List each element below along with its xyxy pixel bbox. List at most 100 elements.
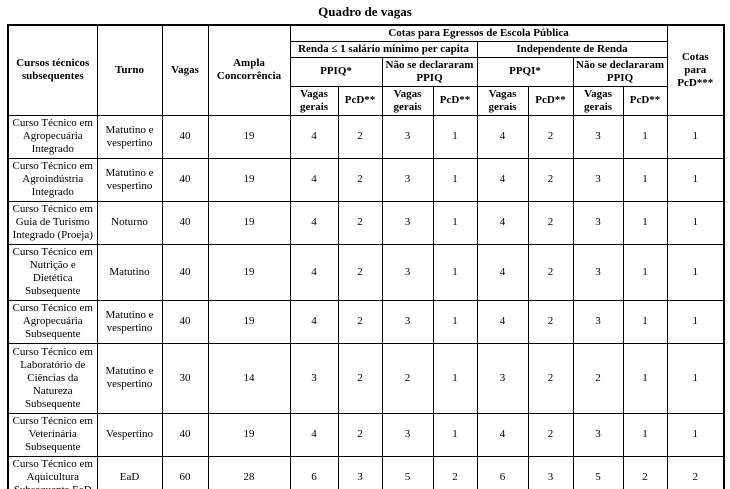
header-ampla-concorrencia: Ampla Concorrência <box>207 24 291 116</box>
cell-cotas-pcd: 1 <box>666 114 725 159</box>
header-nao-declararam-ppiq-1: Não se declararam PPIQ <box>381 56 478 87</box>
cell-value: 2 <box>527 157 574 202</box>
cell-course: Curso Técnico em Laboratório de Ciências… <box>7 342 98 414</box>
cell-value: 2 <box>337 157 383 202</box>
cell-course: Curso Técnico em Guia de Turismo Integra… <box>7 200 98 245</box>
cell-turno: Matutino e vespertino <box>96 114 163 159</box>
cell-value: 2 <box>381 342 434 414</box>
cell-value: 2 <box>337 200 383 245</box>
cell-value: 3 <box>381 200 434 245</box>
header-row-3: PPIQ* Não se declararam PPIQ PPQI* Não s… <box>8 56 724 87</box>
cell-turno: Matutino e vespertino <box>96 342 163 414</box>
cell-value: 4 <box>476 412 529 457</box>
cell-value: 1 <box>622 200 668 245</box>
header-cotas-egressos: Cotas para Egressos de Escola Pública <box>289 24 668 42</box>
cell-turno: Matutino e vespertino <box>96 299 163 344</box>
cell-value: 3 <box>572 157 624 202</box>
cell-value: 1 <box>622 342 668 414</box>
cell-course: Curso Técnico em Agropecuária Subsequent… <box>7 299 98 344</box>
cell-value: 3 <box>381 114 434 159</box>
cell-value: 4 <box>289 412 339 457</box>
cell-turno: Matutino e vespertino <box>96 157 163 202</box>
cell-turno: Noturno <box>96 200 163 245</box>
cell-value: 2 <box>337 412 383 457</box>
header-pcd-3: PcD** <box>527 85 574 116</box>
table-row: Curso Técnico em Agropecuária Integrado … <box>7 114 725 159</box>
cell-vagas: 40 <box>161 157 209 202</box>
cell-value: 4 <box>476 114 529 159</box>
cell-ampla: 14 <box>207 342 291 414</box>
cell-cotas-pcd: 2 <box>666 455 725 489</box>
cell-value: 4 <box>476 157 529 202</box>
header-courses: Cursos técnicos subsequentes <box>7 24 98 116</box>
cell-value: 4 <box>476 243 529 301</box>
cell-value: 6 <box>289 455 339 489</box>
cell-value: 3 <box>476 342 529 414</box>
cell-value: 3 <box>381 299 434 344</box>
table-row: Curso Técnico em Aquicultura Subsequente… <box>7 455 725 489</box>
header-pcd-4: PcD** <box>622 85 668 116</box>
cell-vagas: 30 <box>161 342 209 414</box>
header-nao-declararam-ppiq-2: Não se declararam PPIQ <box>572 56 668 87</box>
cell-value: 4 <box>476 200 529 245</box>
cell-value: 2 <box>337 114 383 159</box>
table-row: Curso Técnico em Agroindústria Integrado… <box>7 157 725 202</box>
header-vagas: Vagas <box>161 24 209 116</box>
page-title: Quadro de vagas <box>318 4 412 19</box>
cell-ampla: 19 <box>207 200 291 245</box>
header-ppqi: PPQI* <box>476 56 574 87</box>
cell-value: 1 <box>432 243 478 301</box>
cell-value: 3 <box>289 342 339 414</box>
cell-value: 3 <box>527 455 574 489</box>
cell-ampla: 19 <box>207 299 291 344</box>
cell-value: 1 <box>622 157 668 202</box>
cell-value: 3 <box>381 243 434 301</box>
cell-value: 1 <box>622 299 668 344</box>
cell-value: 1 <box>622 114 668 159</box>
header-independente-renda: Independente de Renda <box>476 40 668 58</box>
cell-value: 2 <box>527 243 574 301</box>
cell-value: 2 <box>337 299 383 344</box>
cell-value: 2 <box>527 200 574 245</box>
cell-cotas-pcd: 1 <box>666 243 725 301</box>
cell-value: 2 <box>337 243 383 301</box>
cell-vagas: 40 <box>161 200 209 245</box>
cell-value: 1 <box>622 243 668 301</box>
cell-value: 5 <box>572 455 624 489</box>
cell-value: 3 <box>381 157 434 202</box>
cell-course: Curso Técnico em Agroindústria Integrado <box>7 157 98 202</box>
cell-course: Curso Técnico em Veterinária Subsequente <box>7 412 98 457</box>
cell-value: 1 <box>432 114 478 159</box>
cell-value: 1 <box>622 412 668 457</box>
cell-value: 3 <box>572 299 624 344</box>
cell-value: 4 <box>289 114 339 159</box>
header-row-1: Cursos técnicos subsequentes Turno Vagas… <box>7 24 725 116</box>
cell-value: 2 <box>527 342 574 414</box>
table-row: Curso Técnico em Agropecuária Subsequent… <box>7 299 725 344</box>
header-row-4: Vagas gerais PcD** Vagas gerais PcD** Va… <box>8 85 724 116</box>
cell-vagas: 40 <box>161 299 209 344</box>
cell-cotas-pcd: 1 <box>666 342 725 414</box>
cell-value: 4 <box>289 157 339 202</box>
cell-value: 4 <box>289 299 339 344</box>
table-row: Curso Técnico em Laboratório de Ciências… <box>7 342 725 414</box>
cell-turno: Vespertino <box>96 412 163 457</box>
cell-value: 2 <box>527 299 574 344</box>
cell-turno: EaD <box>96 455 163 489</box>
cell-value: 5 <box>381 455 434 489</box>
cell-course: Curso Técnico em Agropecuária Integrado <box>7 114 98 159</box>
table-row: Curso Técnico em Guia de Turismo Integra… <box>7 200 725 245</box>
cell-vagas: 40 <box>161 114 209 159</box>
cell-value: 4 <box>476 299 529 344</box>
cell-value: 1 <box>432 342 478 414</box>
cell-cotas-pcd: 1 <box>666 157 725 202</box>
cell-vagas: 40 <box>161 243 209 301</box>
cell-value: 1 <box>432 412 478 457</box>
header-renda: Renda ≤ 1 salário mínimo per capita <box>289 40 478 58</box>
header-turno: Turno <box>96 24 163 116</box>
cell-ampla: 19 <box>207 114 291 159</box>
cell-cotas-pcd: 1 <box>666 299 725 344</box>
cell-value: 3 <box>381 412 434 457</box>
table-row: Curso Técnico em Veterinária Subsequente… <box>7 412 725 457</box>
